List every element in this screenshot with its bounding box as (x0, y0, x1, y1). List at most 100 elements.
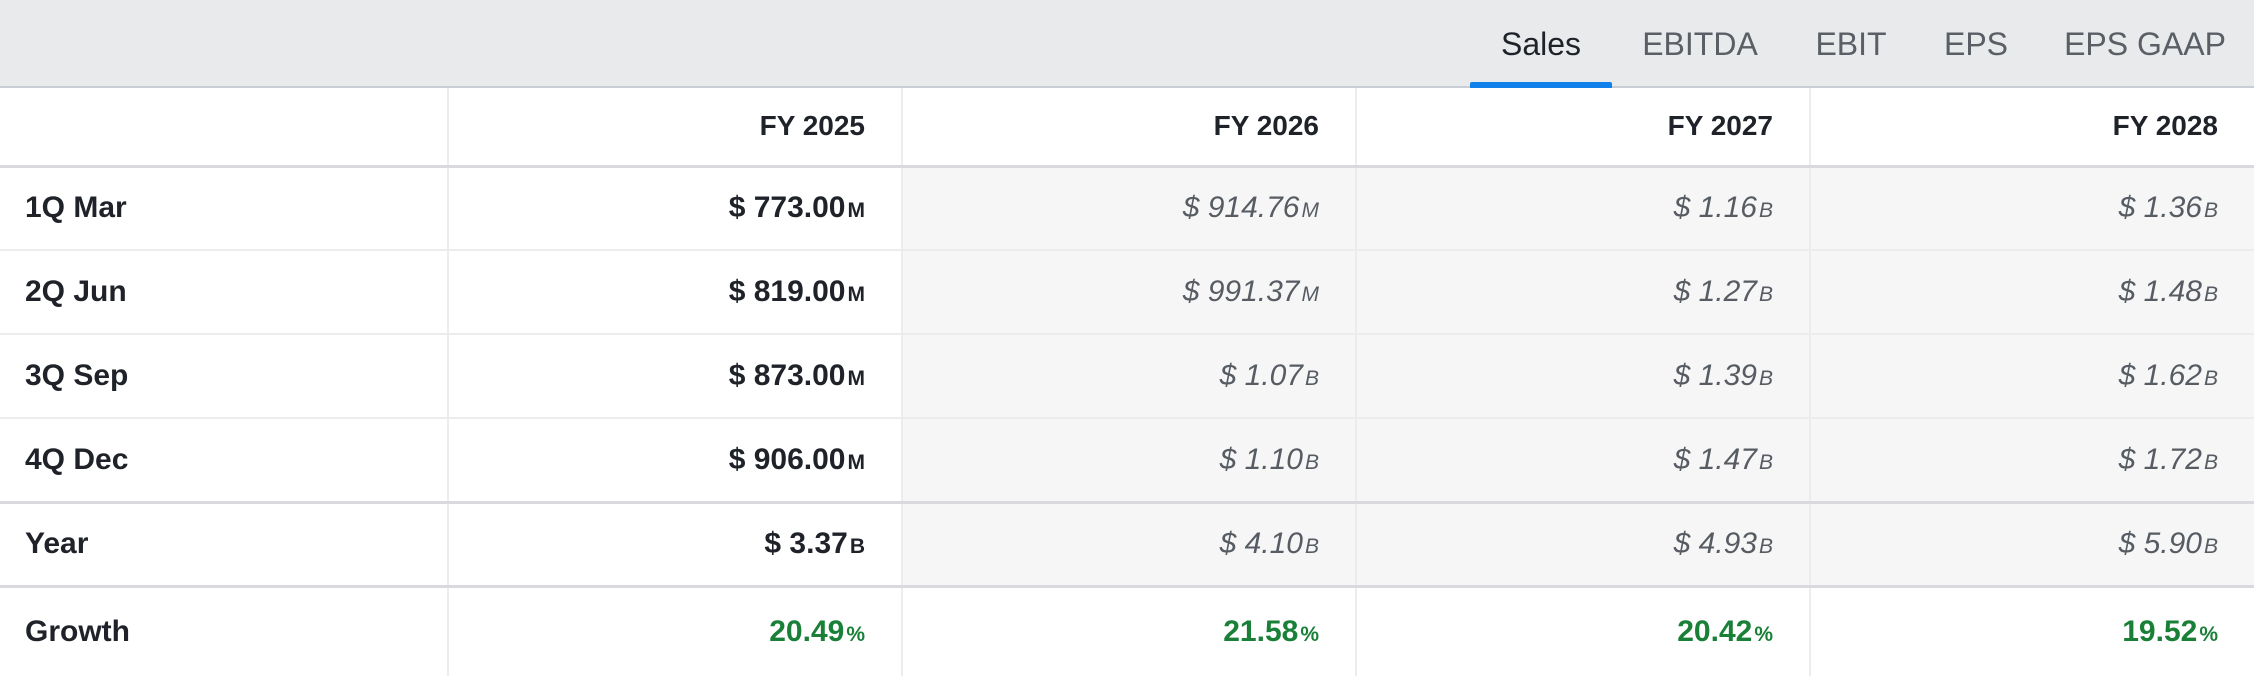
cell-unit: % (2199, 622, 2218, 646)
cell-unit: B (2203, 367, 2218, 390)
table-cell: $ 4.10B (902, 500, 1357, 587)
cell-value: 21.58 (1223, 614, 1299, 648)
table-cell: 20.49% (448, 584, 903, 676)
table-cell: $ 991.37M (902, 250, 1357, 335)
cell-value: $ 1.47 (1673, 442, 1757, 476)
column-header-fy2027: FY 2027 (1356, 88, 1811, 168)
row-label: 4Q Dec (0, 418, 449, 502)
cell-unit: M (847, 283, 866, 306)
cell-value: $ 1.62 (2118, 359, 2202, 392)
table-cell: 20.42% (1356, 584, 1811, 676)
tab-label: EPS (1943, 25, 2009, 62)
cell-unit: B (1758, 367, 1773, 390)
table-cell: $ 1.39B (1356, 334, 1811, 419)
cell-value: $ 3.37 (764, 527, 848, 560)
table-cell: $ 1.62B (1810, 334, 2254, 419)
table-cell: $ 914.76M (902, 166, 1357, 251)
cell-unit: % (846, 622, 865, 646)
cell-value: $ 773.00 (728, 191, 846, 225)
cell-unit: B (1304, 367, 1319, 390)
cell-value: 20.42 (1677, 614, 1753, 648)
row-label: 1Q Mar (0, 166, 449, 251)
cell-unit: M (1301, 283, 1320, 306)
tab-eps[interactable]: EPS (1938, 0, 2014, 88)
table-cell: $ 1.27B (1356, 250, 1811, 335)
table-cell: 21.58% (902, 584, 1357, 676)
table-row: 2Q Jun $ 819.00M $ 991.37M $ 1.27B $ 1.4… (0, 250, 2254, 335)
tab-eps-gaap[interactable]: EPS GAAP (2058, 0, 2232, 88)
cell-unit: M (1301, 199, 1320, 223)
cell-value: $ 1.27 (1673, 275, 1757, 308)
table-header-row: FY 2025 FY 2026 FY 2027 FY 2028 (0, 88, 2254, 168)
table-cell: $ 1.16B (1356, 166, 1811, 251)
column-header-fy2025: FY 2025 (448, 88, 903, 168)
cell-value: $ 1.36 (2118, 191, 2202, 225)
table-cell: $ 819.00M (448, 250, 903, 335)
tab-label: EBITDA (1642, 25, 1758, 62)
tab-label: EBIT (1815, 25, 1887, 62)
column-header-blank (0, 88, 449, 168)
cell-unit: % (1754, 622, 1773, 646)
table-cell: $ 1.36B (1810, 166, 2254, 251)
table-cell: $ 1.47B (1356, 418, 1811, 502)
tab-label: EPS GAAP (2064, 25, 2226, 62)
metric-tab-bar: Sales EBITDA EBIT EPS EPS GAAP (0, 0, 2254, 90)
cell-value: $ 1.10 (1219, 442, 1303, 476)
column-header-fy2028: FY 2028 (1810, 88, 2254, 168)
cell-unit: % (1300, 622, 1319, 646)
row-label: 3Q Sep (0, 334, 449, 419)
cell-value: $ 914.76 (1182, 191, 1300, 225)
growth-row: Growth 20.49% 21.58% 20.42% 19.52% (0, 584, 2254, 676)
cell-value: $ 1.72 (2118, 442, 2202, 476)
cell-value: $ 906.00 (728, 442, 846, 476)
table-cell: 19.52% (1810, 584, 2254, 676)
table-row: 4Q Dec $ 906.00M $ 1.10B $ 1.47B $ 1.72B (0, 418, 2254, 502)
table-cell: $ 873.00M (448, 334, 903, 419)
table-row: 1Q Mar $ 773.00M $ 914.76M $ 1.16B $ 1.3… (0, 166, 2254, 251)
cell-unit: B (2203, 199, 2218, 223)
cell-value: 20.49 (769, 614, 845, 648)
table-cell: $ 5.90B (1810, 500, 2254, 587)
table-cell: $ 1.10B (902, 418, 1357, 502)
cell-unit: B (1758, 535, 1773, 558)
cell-unit: B (2203, 283, 2218, 306)
active-tab-indicator (1470, 82, 1612, 90)
cell-unit: B (2203, 450, 2218, 474)
table-row: 3Q Sep $ 873.00M $ 1.07B $ 1.39B $ 1.62B (0, 334, 2254, 419)
cell-value: $ 1.07 (1219, 359, 1303, 392)
table-cell: $ 1.07B (902, 334, 1357, 419)
cell-value: 19.52 (2122, 614, 2198, 648)
table-cell: $ 4.93B (1356, 500, 1811, 587)
cell-unit: B (1758, 283, 1773, 306)
cell-value: $ 4.10 (1219, 527, 1303, 560)
year-total-row: Year $ 3.37B $ 4.10B $ 4.93B $ 5.90B (0, 500, 2254, 587)
cell-value: $ 1.48 (2118, 275, 2202, 308)
tab-label: Sales (1500, 25, 1582, 62)
tab-ebit[interactable]: EBIT (1808, 0, 1894, 88)
cell-value: $ 1.16 (1673, 191, 1757, 225)
row-label: Growth (0, 584, 449, 676)
cell-value: $ 1.39 (1673, 359, 1757, 392)
tab-ebitda[interactable]: EBITDA (1636, 0, 1764, 88)
cell-unit: B (1758, 450, 1773, 474)
cell-unit: B (1304, 535, 1319, 558)
tab-sales[interactable]: Sales (1470, 0, 1612, 90)
cell-value: $ 5.90 (2118, 527, 2202, 560)
table-cell: $ 1.48B (1810, 250, 2254, 335)
cell-unit: B (1758, 199, 1773, 223)
cell-value: $ 819.00 (728, 275, 846, 308)
cell-unit: M (847, 199, 866, 223)
row-label: Year (0, 500, 449, 587)
row-label: 2Q Jun (0, 250, 449, 335)
table-cell: $ 3.37B (448, 500, 903, 587)
table-cell: $ 773.00M (448, 166, 903, 251)
table-cell: $ 906.00M (448, 418, 903, 502)
cell-unit: M (847, 367, 866, 390)
cell-unit: B (849, 535, 865, 558)
column-header-fy2026: FY 2026 (902, 88, 1357, 168)
cell-value: $ 4.93 (1673, 527, 1757, 560)
cell-unit: B (2203, 535, 2218, 558)
cell-unit: M (847, 450, 866, 474)
cell-value: $ 873.00 (728, 359, 846, 392)
table-cell: $ 1.72B (1810, 418, 2254, 502)
